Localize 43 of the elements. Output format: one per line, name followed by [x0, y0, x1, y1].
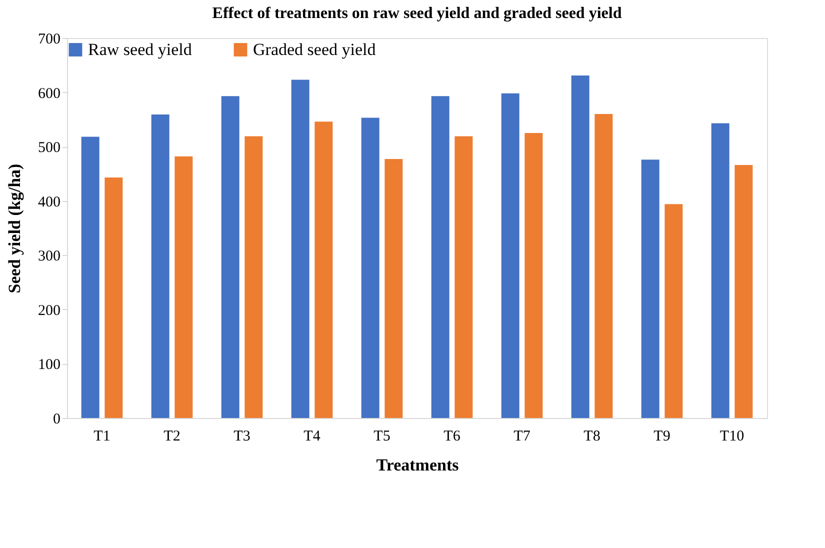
- x-tick-label: T9: [654, 428, 670, 444]
- x-tick-label: T10: [720, 428, 744, 444]
- x-tick-label: T6: [444, 428, 461, 444]
- bar: [384, 159, 403, 418]
- bar: [431, 96, 450, 418]
- y-tick-label: 600: [38, 86, 60, 102]
- bar: [641, 160, 660, 418]
- bar: [664, 204, 683, 418]
- y-tick-label: 300: [38, 248, 60, 265]
- bar: [361, 118, 380, 418]
- y-tick-label: 500: [38, 140, 60, 156]
- x-axis-title: Treatments: [376, 456, 460, 474]
- y-tick-label: 0: [53, 412, 60, 428]
- y-tick-label: 100: [38, 357, 60, 374]
- x-tick-label: T4: [304, 428, 321, 444]
- legend-label: Graded seed yield: [253, 40, 376, 59]
- bar: [594, 114, 613, 418]
- x-tick-label: T5: [374, 428, 390, 444]
- bar: [174, 156, 193, 418]
- y-tick-label: 700: [38, 32, 60, 48]
- bar: [501, 93, 520, 418]
- legend-label: Raw seed yield: [88, 40, 192, 59]
- bar: [244, 136, 263, 418]
- bar: [524, 133, 543, 418]
- bar: [571, 75, 590, 418]
- y-axis-title: Seed yield (kg/ha): [5, 164, 24, 294]
- bar: [81, 136, 100, 418]
- bar: [151, 114, 170, 418]
- x-tick-label: T1: [94, 428, 110, 444]
- x-tick-label: T7: [514, 428, 531, 444]
- bar: [221, 96, 240, 418]
- bar: [734, 165, 753, 418]
- bar: [711, 123, 730, 418]
- x-tick-label: T2: [164, 428, 180, 444]
- bar: [314, 122, 333, 418]
- bar: [454, 136, 473, 418]
- x-tick-label: T8: [584, 428, 600, 444]
- bar: [104, 178, 123, 418]
- y-tick-label: 400: [38, 194, 60, 210]
- bar: [291, 80, 310, 418]
- y-tick-label: 200: [38, 302, 60, 319]
- chart-title: Effect of treatments on raw seed yield and graded seed yield: [212, 5, 622, 22]
- x-tick-label: T3: [234, 428, 250, 444]
